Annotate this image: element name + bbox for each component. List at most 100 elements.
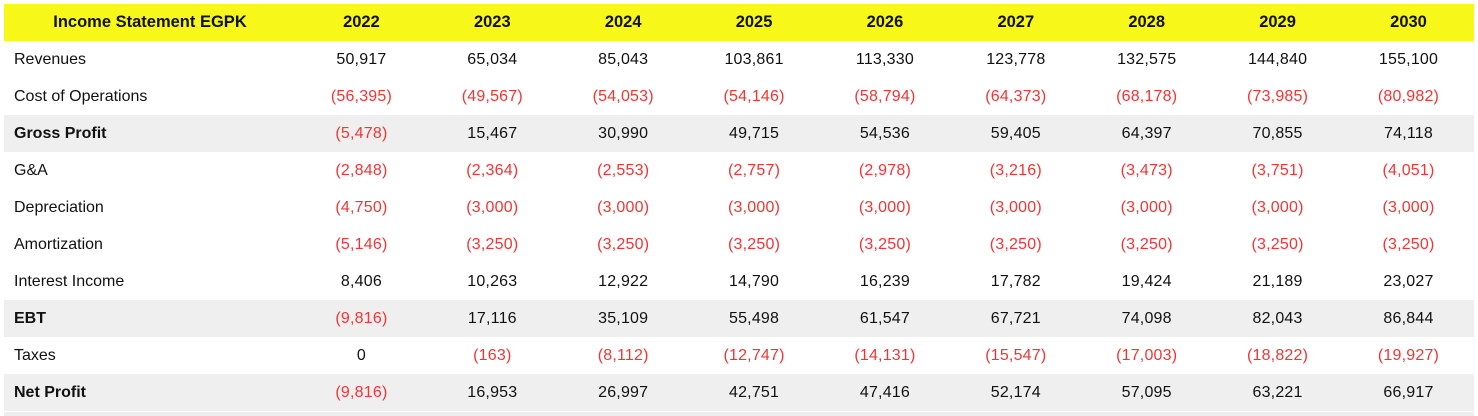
value-cell: 16,239 [859,272,910,290]
value-cell: 47,416 [859,383,910,401]
value-cell: (2,848) [335,161,388,179]
value-cell: (3,250) [597,235,650,253]
value-cell: (80,982) [1377,87,1440,105]
value-cell: 57,095 [1121,383,1172,401]
table-title: Income Statement EGPK [4,4,296,41]
value-cell: 61,547 [859,309,910,327]
value-cell: 49,715 [728,124,780,142]
table-row: Net Profit (9,816) 16,953 26,997 42,751 47,41… [4,374,1474,411]
row-label: EBT [14,309,46,327]
value-cell: (3,000) [858,198,911,216]
value-cell: (17,003) [1116,346,1178,364]
value-cell: (58,794) [854,87,916,105]
value-cell: 19,424 [1121,272,1172,290]
value-cell: 144,840 [1247,50,1308,68]
value-cell: (163) [473,346,512,364]
value-cell: 66,917 [1383,383,1434,401]
value-cell: 14,790 [728,272,780,290]
value-cell: 23,027 [1383,272,1434,290]
year-header-2029: 2029 [1212,4,1343,41]
value-cell: 63,221 [1252,383,1303,401]
table-row: Interest Income 8,406 10,263 12,922 14,790 16… [4,263,1474,300]
value-cell: 74,118 [1384,124,1433,142]
value-cell: (3,250) [858,235,911,253]
value-cell: 21,189 [1252,272,1303,290]
value-cell: (3,250) [1120,235,1173,253]
value-cell: (3,250) [466,235,519,253]
value-cell: (3,000) [597,198,650,216]
table-row: Amortization (5,146) (3,250) (3,250) (3,250)… [4,226,1474,263]
row-label: Depreciation [14,198,104,216]
income-statement-table: Income Statement EGPK 2022 2023 2024 2025 20… [4,4,1474,411]
row-label: Interest Income [14,272,125,290]
value-cell: 0 [356,346,366,364]
value-cell: 52,174 [990,383,1041,401]
value-cell: (9,816) [335,309,388,327]
value-cell: 30,990 [598,124,649,142]
value-cell: (19,927) [1377,346,1440,364]
value-cell: (3,250) [1251,235,1304,253]
value-cell: 42,751 [728,383,780,401]
value-cell: (3,216) [989,161,1042,179]
value-cell: 67,721 [990,309,1041,327]
year-header-2027: 2027 [950,4,1082,41]
value-cell: (4,051) [1382,161,1435,179]
value-cell: 10,263 [467,272,518,290]
value-cell: (3,000) [1251,198,1304,216]
row-label: Revenues [14,50,87,68]
table-row: Revenues 50,917 65,034 85,043 103,861 113,330… [4,41,1474,78]
value-cell: (56,395) [330,87,393,105]
value-cell: 155,100 [1378,50,1439,68]
value-cell: 55,498 [728,309,780,327]
value-cell: (3,000) [1382,198,1435,216]
value-cell: (3,751) [1251,161,1304,179]
value-cell: 59,405 [990,124,1041,142]
table-row: Taxes 0 (163) (8,112) (12,747) (14,131) (15,54… [4,337,1474,374]
value-cell: 35,109 [598,309,649,327]
year-header-2024: 2024 [557,4,689,41]
value-cell: (3,250) [728,235,781,253]
header-row: Income Statement EGPK 2022 2023 2024 2025 20… [4,4,1474,41]
value-cell: 50,917 [336,50,387,68]
year-header-2022: 2022 [296,4,427,41]
value-cell: (54,146) [723,87,785,105]
value-cell: (54,053) [592,87,654,105]
value-cell: 132,575 [1117,50,1177,68]
value-cell: (3,000) [989,198,1042,216]
value-cell: (2,553) [597,161,650,179]
value-cell: (5,146) [335,235,388,253]
value-cell: 82,043 [1252,309,1303,327]
row-label: G&A [14,161,48,179]
value-cell: 74,098 [1121,309,1172,327]
value-cell: 85,043 [598,50,649,68]
value-cell: 123,778 [986,50,1046,68]
table-row: Depreciation (4,750) (3,000) (3,000) (3,000)… [4,189,1474,226]
value-cell: 65,034 [467,50,518,68]
year-header-2023: 2023 [426,4,558,41]
row-label: Gross Profit [14,124,107,142]
row-label: Net Profit [14,383,86,401]
value-cell: 70,855 [1252,124,1303,142]
value-cell: 64,397 [1121,124,1172,142]
year-header-2028: 2028 [1081,4,1213,41]
table-row: Cost of Operations (56,395) (49,567) (54,05… [4,78,1474,115]
value-cell: (4,750) [335,198,388,216]
value-cell: (14,131) [854,346,916,364]
row-label: Amortization [14,235,103,253]
value-cell: 15,467 [467,124,518,142]
table-row: G&A (2,848) (2,364) (2,553) (2,757) (2,978) (3… [4,152,1474,189]
year-header-2025: 2025 [688,4,820,41]
value-cell: (2,757) [728,161,781,179]
value-cell: (2,978) [858,161,911,179]
row-label: Cost of Operations [14,87,148,105]
value-cell: (3,250) [1382,235,1435,253]
year-header-2030: 2030 [1343,4,1474,41]
value-cell: (3,250) [989,235,1042,253]
value-cell: (9,816) [335,383,388,401]
value-cell: 103,861 [724,50,784,68]
partial-next-row-strip [4,412,1474,416]
table-row: EBT (9,816) 17,116 35,109 55,498 61,547 67,721… [4,300,1474,337]
value-cell: 26,997 [598,383,649,401]
value-cell: (3,000) [466,198,519,216]
